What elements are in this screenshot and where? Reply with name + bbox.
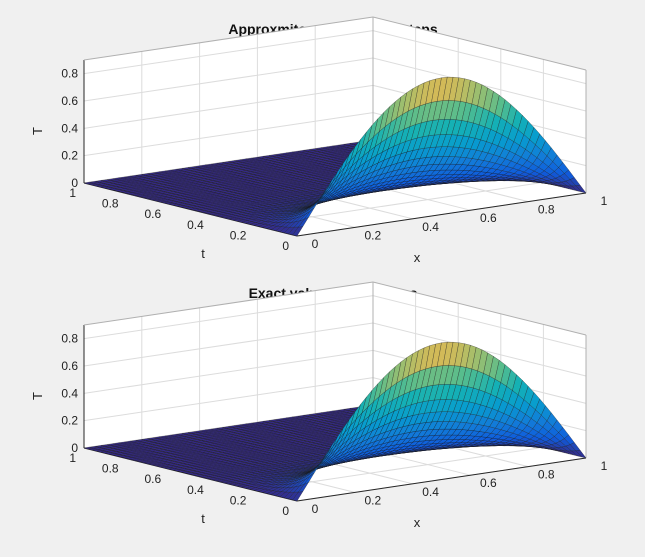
x-tick-label: 0.4 bbox=[422, 220, 439, 234]
x-tick-label: 0.2 bbox=[364, 228, 381, 242]
t-tick-label: 0.8 bbox=[102, 197, 119, 211]
x-axis-label: x bbox=[414, 250, 421, 265]
t-tick-label: 0.2 bbox=[230, 228, 247, 242]
x-tick-label: 1 bbox=[601, 194, 608, 208]
z-axis-label: T bbox=[30, 127, 45, 135]
t-tick-label: 0.4 bbox=[187, 218, 204, 232]
grid-line bbox=[372, 30, 587, 85]
t-tick-label: 0 bbox=[282, 239, 289, 253]
z-tick-label: 0.8 bbox=[61, 67, 78, 81]
axis-line bbox=[296, 192, 587, 237]
box-edge bbox=[372, 16, 587, 71]
grid-line bbox=[83, 112, 374, 157]
grid-line bbox=[83, 30, 374, 75]
t-tick-label: 0.6 bbox=[145, 207, 162, 221]
surface-mesh bbox=[83, 77, 587, 237]
back-wall bbox=[84, 17, 373, 183]
x-tick-label: 0.8 bbox=[538, 203, 555, 217]
grid-line bbox=[83, 57, 374, 102]
z-tick-label: 0.2 bbox=[61, 149, 78, 163]
box-edge bbox=[83, 16, 374, 61]
t-tick-label: 1 bbox=[69, 186, 76, 200]
grid-line bbox=[83, 84, 374, 129]
x-tick-label: 0 bbox=[312, 237, 319, 251]
x-tick-label: 0.6 bbox=[480, 211, 497, 225]
subplot-approximate: Approxmite value with 50 steps 00.20.40.… bbox=[30, 16, 608, 265]
z-tick-label: 0.6 bbox=[61, 94, 78, 108]
t-axis-label: t bbox=[201, 246, 205, 261]
z-tick-label: 0.4 bbox=[61, 121, 78, 135]
